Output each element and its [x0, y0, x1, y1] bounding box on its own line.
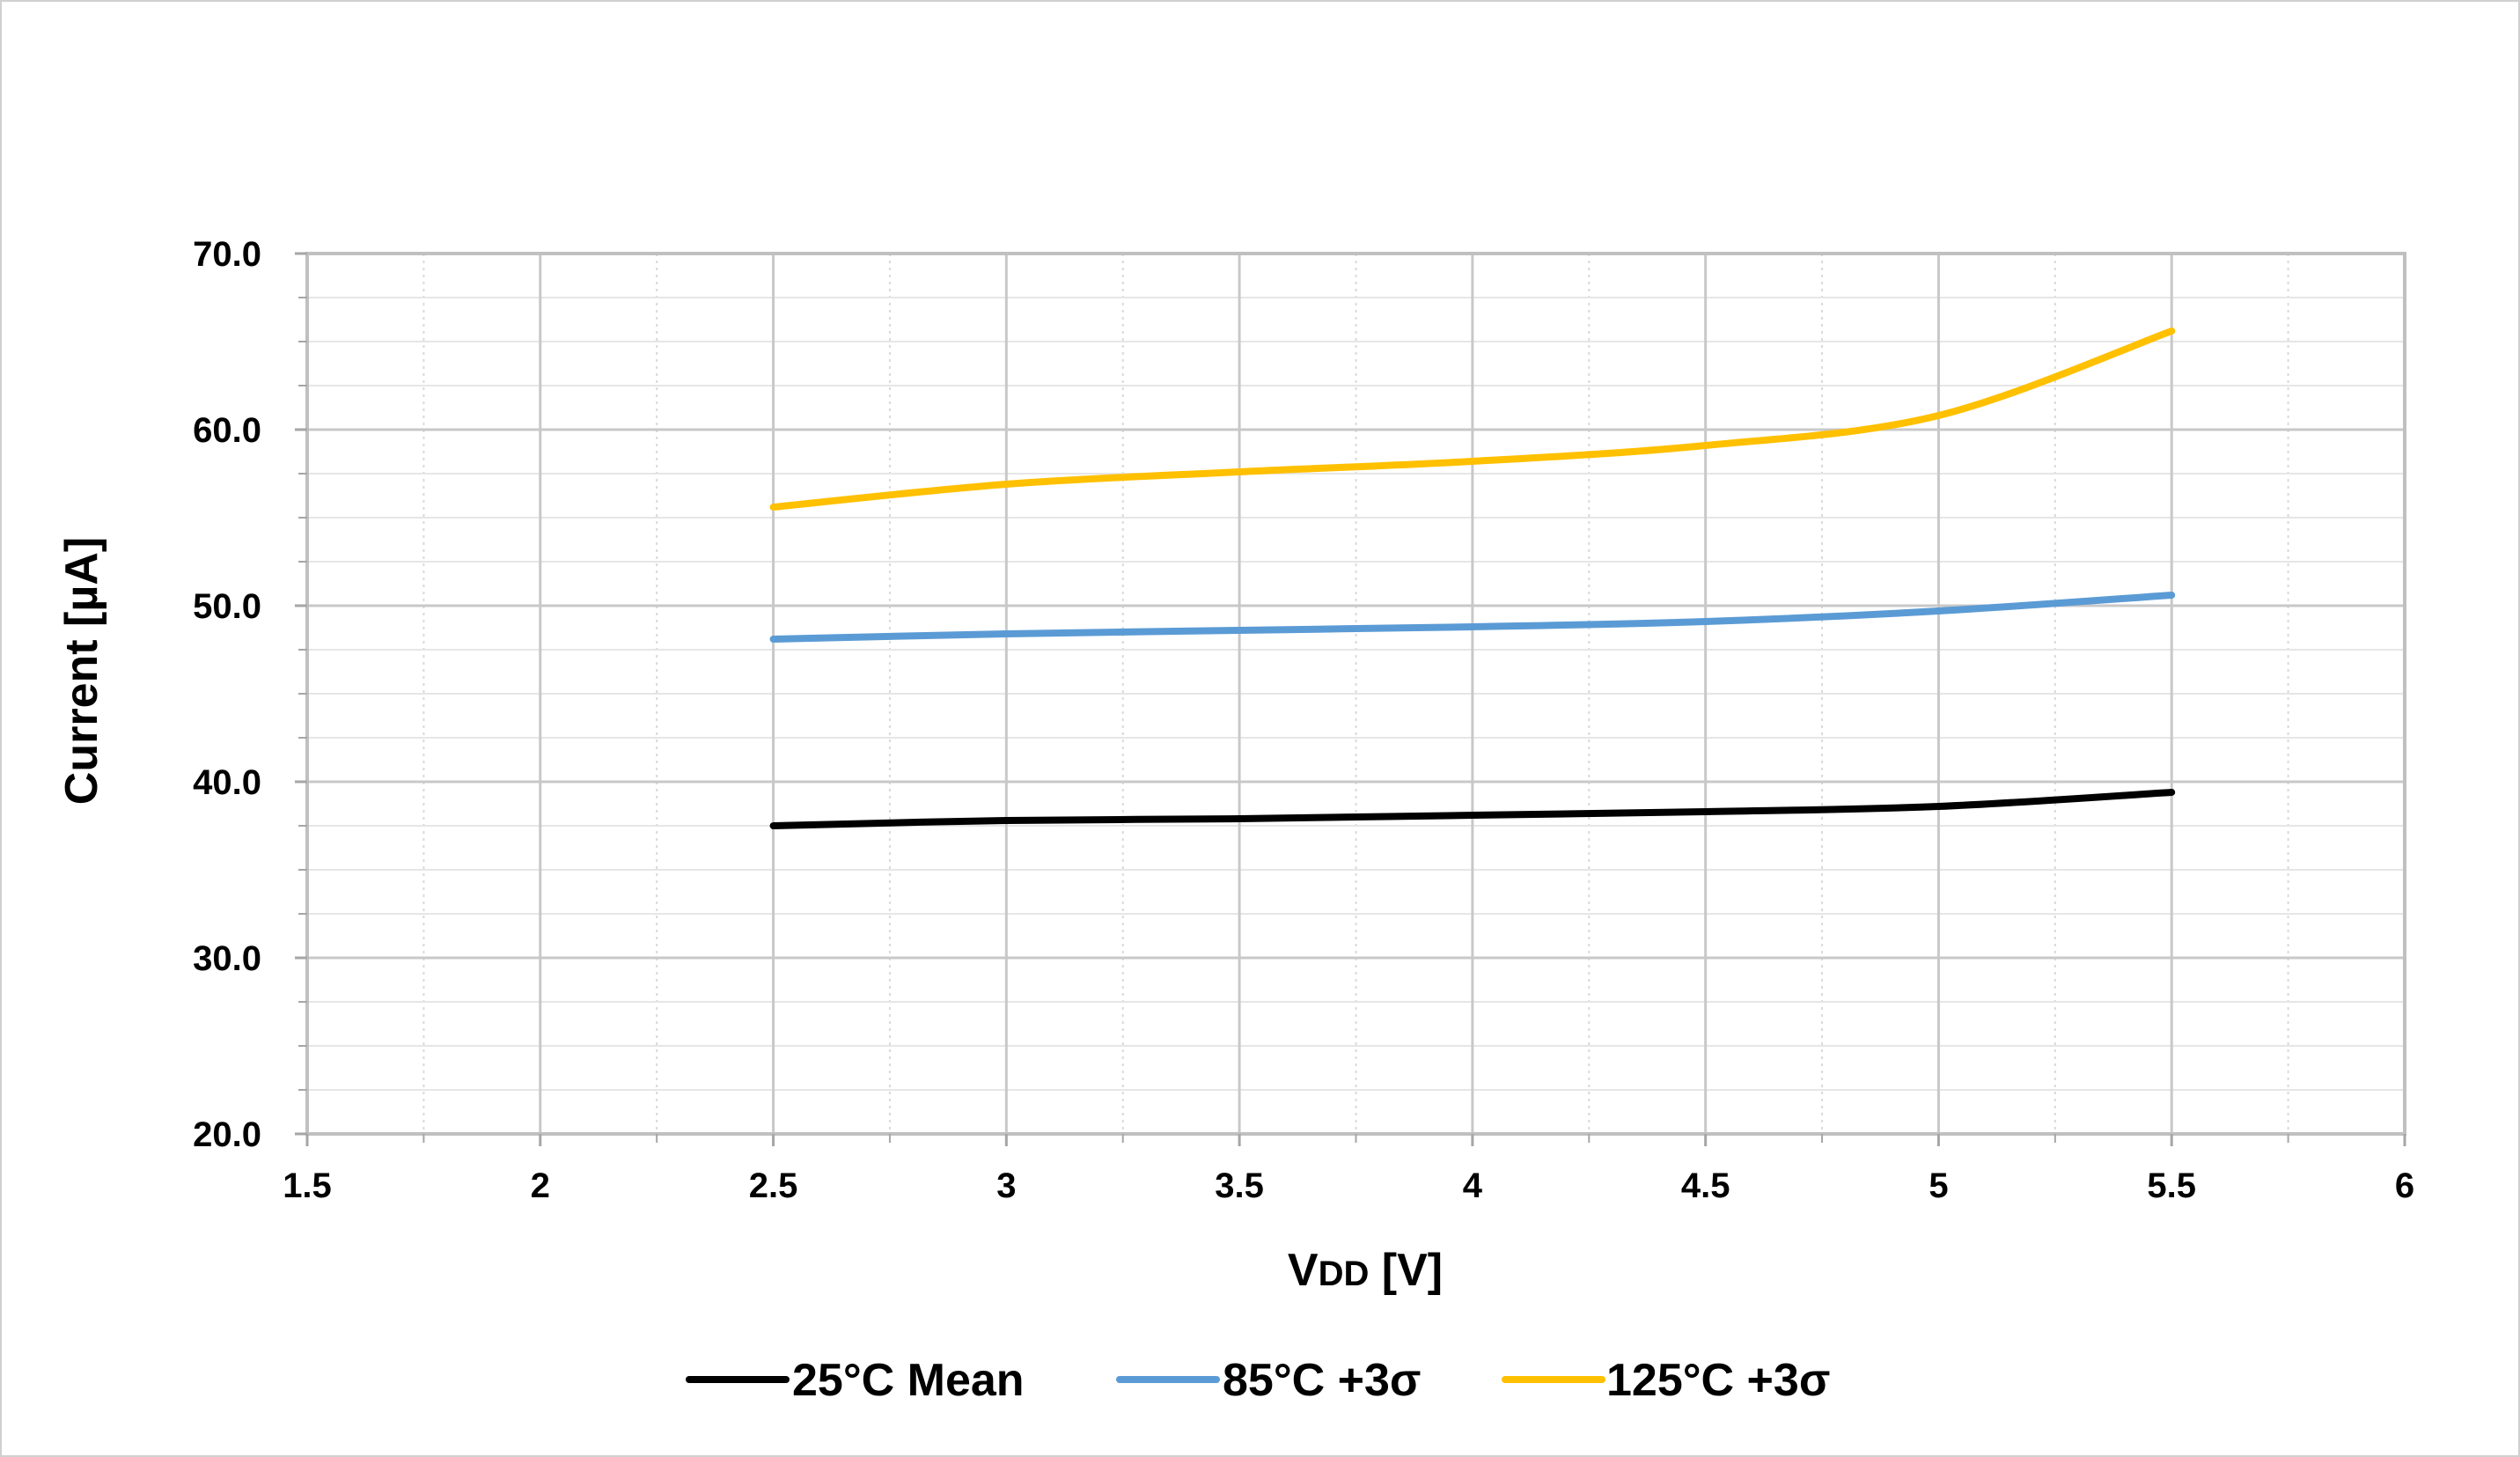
legend-label-85c: 85°C +3σ: [1223, 1355, 1422, 1406]
x-tick-label: 2: [531, 1166, 550, 1205]
y-tick-label: 40.0: [193, 763, 261, 802]
x-axis-tick-labels: 1.5 2 2.5 3 3.5 4 4.5 5 5.5 6: [283, 1166, 2414, 1205]
series-line-2: [769, 327, 2176, 511]
y-tick-label: 30.0: [193, 939, 261, 978]
y-axis-title: Current [µA]: [56, 537, 107, 805]
x-axis-title-unit: [V]: [1369, 1245, 1443, 1296]
x-tick-label: 1.5: [283, 1166, 332, 1205]
minor-gridlines: [307, 254, 2405, 1134]
x-tick-label: 6: [2395, 1166, 2414, 1205]
legend: 25°C Mean 85°C +3σ 125°C +3σ: [686, 1355, 1830, 1406]
x-tick-label: 4.5: [1681, 1166, 1730, 1205]
legend-label-125c: 125°C +3σ: [1606, 1355, 1830, 1406]
y-axis-tick-labels: 20.0 30.0 40.0 50.0 60.0 70.0: [193, 235, 261, 1154]
x-tick-label: 5.5: [2147, 1166, 2196, 1205]
major-gridlines: [307, 254, 2405, 1134]
series-line-1: [769, 592, 2176, 643]
x-tick-label: 5: [1929, 1166, 1948, 1205]
y-tick-label: 60.0: [193, 411, 261, 450]
x-tick-label: 3: [996, 1166, 1016, 1205]
y-tick-label: 70.0: [193, 235, 261, 274]
series-line-0: [769, 789, 2176, 829]
x-tick-label: 2.5: [749, 1166, 798, 1205]
x-tick-label: 3.5: [1215, 1166, 1264, 1205]
legend-label-25c-mean: 25°C Mean: [792, 1355, 1025, 1406]
y-tick-label: 20.0: [193, 1115, 261, 1154]
y-tick-label: 50.0: [193, 587, 261, 626]
x-axis-title-main: V: [1288, 1245, 1319, 1296]
x-axis-title-subscript: DD: [1319, 1255, 1370, 1293]
x-tick-label: 4: [1463, 1166, 1483, 1205]
x-axis-title: VDD [V]: [1288, 1245, 1443, 1296]
axis-tick-marks: [295, 252, 2406, 1146]
series-lines: [769, 327, 2176, 829]
